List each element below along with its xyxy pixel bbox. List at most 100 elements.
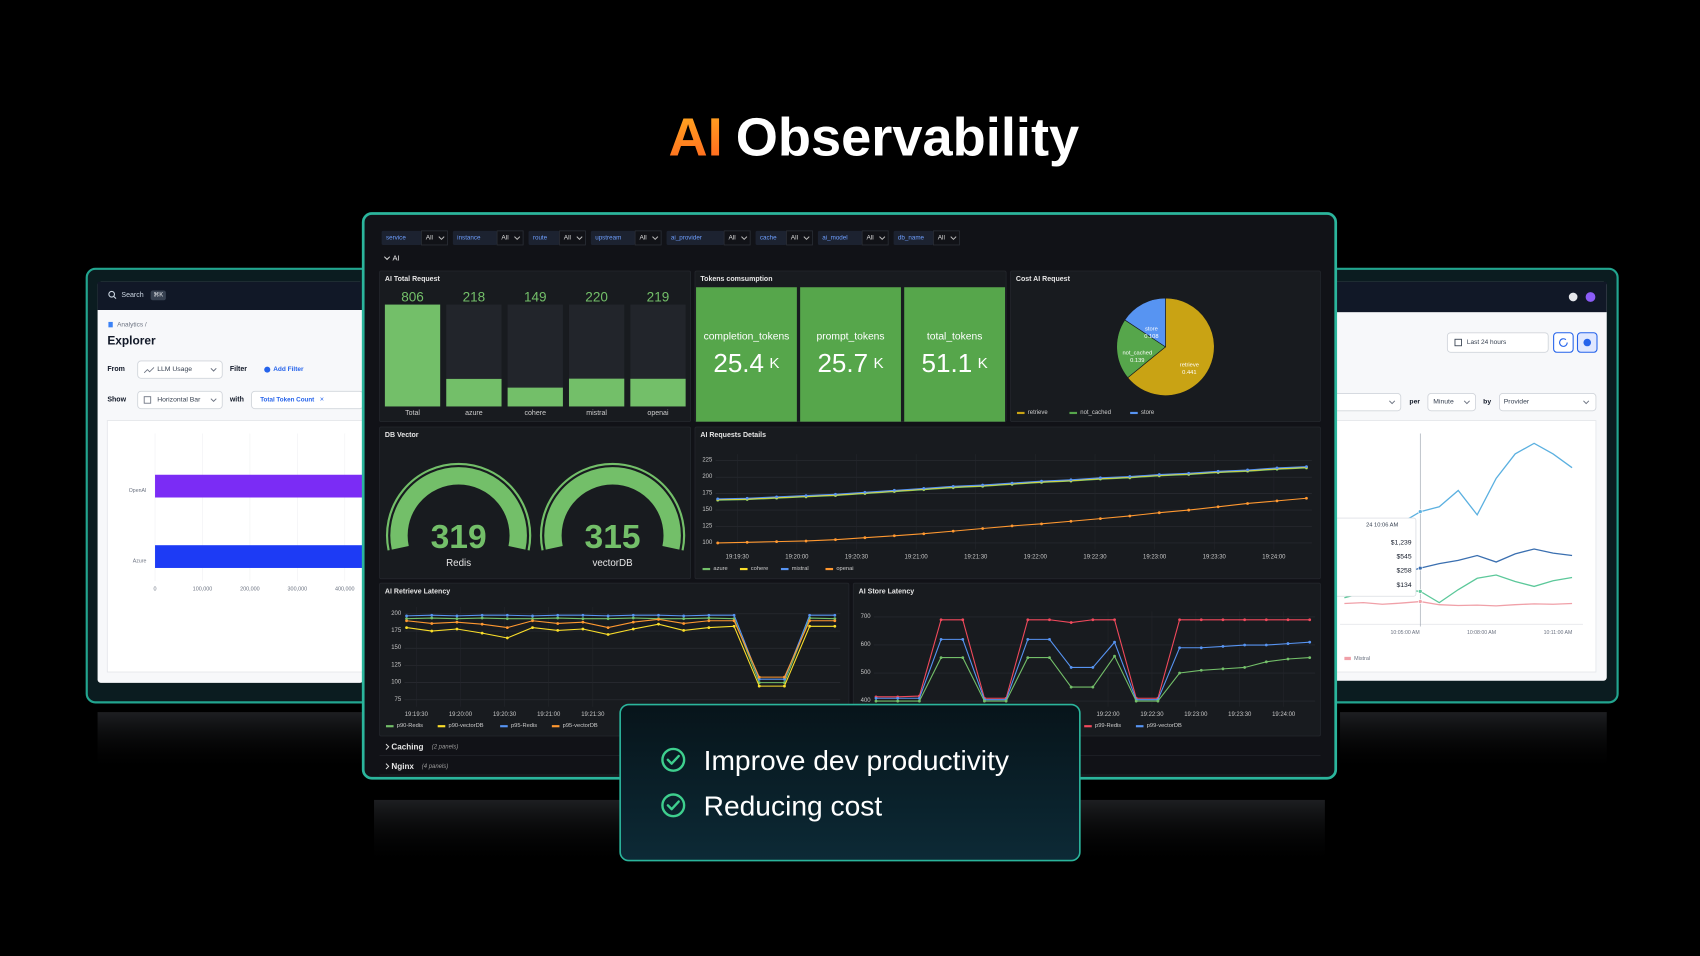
legend-swatch (702, 567, 711, 571)
gauge-arc (544, 467, 681, 550)
legend-swatch (825, 567, 834, 571)
chevron (385, 763, 390, 770)
data-point (1128, 514, 1132, 518)
row-title: Caching (391, 742, 423, 751)
bar-value-label: 149 (524, 289, 547, 304)
data-point (1187, 471, 1191, 475)
add-filter: Add Filter (273, 366, 304, 373)
gauge-arc (390, 467, 527, 550)
data-point (716, 497, 720, 501)
data-point (455, 627, 459, 631)
data-point (1069, 685, 1073, 689)
data-point (745, 540, 749, 544)
data-point (556, 628, 560, 632)
stat-name: total_tokens (927, 332, 982, 343)
data-point (1199, 668, 1203, 672)
x-tick-label: 19:22:30 (1140, 712, 1164, 718)
from-value: LLM Usage (157, 366, 192, 373)
data-point (983, 699, 986, 703)
by-select (1498, 393, 1597, 412)
data-point (1243, 666, 1247, 669)
data-point (1286, 642, 1290, 645)
filter-label-bg (893, 230, 934, 245)
x-tick-label: 200,000 (240, 587, 260, 593)
data-point (833, 619, 837, 623)
data-point (1091, 685, 1095, 689)
slice-name: retrieve (1180, 362, 1199, 368)
data-point (531, 626, 534, 630)
data-point (732, 619, 736, 623)
gauge-threshold (385, 462, 532, 551)
filter-value-bg (421, 230, 448, 246)
section-title: AI (392, 253, 399, 262)
data-point (804, 494, 808, 498)
filter-value-bg (861, 230, 889, 246)
data-point (430, 629, 434, 633)
filter-value-bg (723, 230, 751, 246)
search-label: Search (121, 292, 143, 299)
stat-tile (800, 287, 901, 422)
data-point (682, 617, 686, 621)
data-point (808, 624, 812, 628)
data-point (783, 684, 786, 688)
settings-icon (1583, 338, 1592, 347)
stat-value: 51.1 K (922, 348, 988, 378)
chevron (514, 236, 521, 241)
data-point (1264, 660, 1268, 664)
data-point (581, 620, 585, 624)
x-tick-label: 10:11:00 AM (1544, 630, 1573, 636)
bar-value-label: 219 (647, 289, 670, 304)
data-point (581, 617, 585, 621)
data-point (833, 617, 837, 621)
data-point (531, 617, 534, 621)
row-note: (2 panels) (432, 744, 458, 750)
data-point (606, 614, 610, 618)
data-point (1010, 481, 1014, 485)
data-point (657, 613, 660, 617)
data-point (657, 622, 660, 626)
series-line (406, 617, 835, 684)
x-tick-label: 19:21:00 (537, 712, 561, 718)
bar (384, 304, 441, 407)
data-point (981, 527, 985, 530)
data-point (922, 486, 926, 490)
x-tick-label: 19:23:30 (1228, 712, 1252, 718)
filter-label-bg (666, 230, 725, 245)
slice-value: 0.108 (1144, 334, 1158, 340)
chevron (210, 398, 217, 403)
from-select (137, 360, 223, 379)
gauge-label: Redis (446, 558, 471, 569)
data-point (757, 684, 761, 688)
gauge-value: 319 (431, 519, 487, 556)
legend-label: retrieve (1028, 410, 1049, 416)
data-point (981, 483, 985, 487)
x-tick-label: 19:24:00 (1272, 712, 1296, 718)
y-tick-label: 175 (391, 628, 402, 634)
data-point (808, 613, 812, 617)
data-point (1010, 524, 1014, 528)
data-point (1069, 519, 1073, 523)
x-tick-label: 19:22:00 (1024, 555, 1048, 561)
data-point (961, 618, 965, 622)
data-point (1264, 643, 1268, 647)
chart-icon (143, 367, 155, 374)
data-point (874, 696, 878, 700)
data-point (707, 613, 711, 617)
y-tick-label: 600 (861, 642, 872, 648)
chevron (438, 236, 445, 241)
series-line (406, 614, 835, 680)
panel-title: AI Store Latency (859, 588, 915, 595)
x-tick-label: 19:23:00 (1143, 555, 1167, 561)
y-tick-label: 75 (395, 697, 402, 703)
data-point (1305, 496, 1308, 500)
filter-value-bg (634, 230, 662, 246)
data-point (405, 626, 408, 630)
data-point (1199, 646, 1203, 650)
legend-swatch (1344, 656, 1351, 661)
bar-category-label: mistral (586, 410, 607, 417)
y-tick-label: 700 (861, 614, 872, 620)
chevron (879, 236, 886, 241)
x-tick-label: 19:22:30 (1083, 555, 1107, 561)
refresh-button (1553, 332, 1574, 353)
filter-label: route (533, 234, 548, 241)
